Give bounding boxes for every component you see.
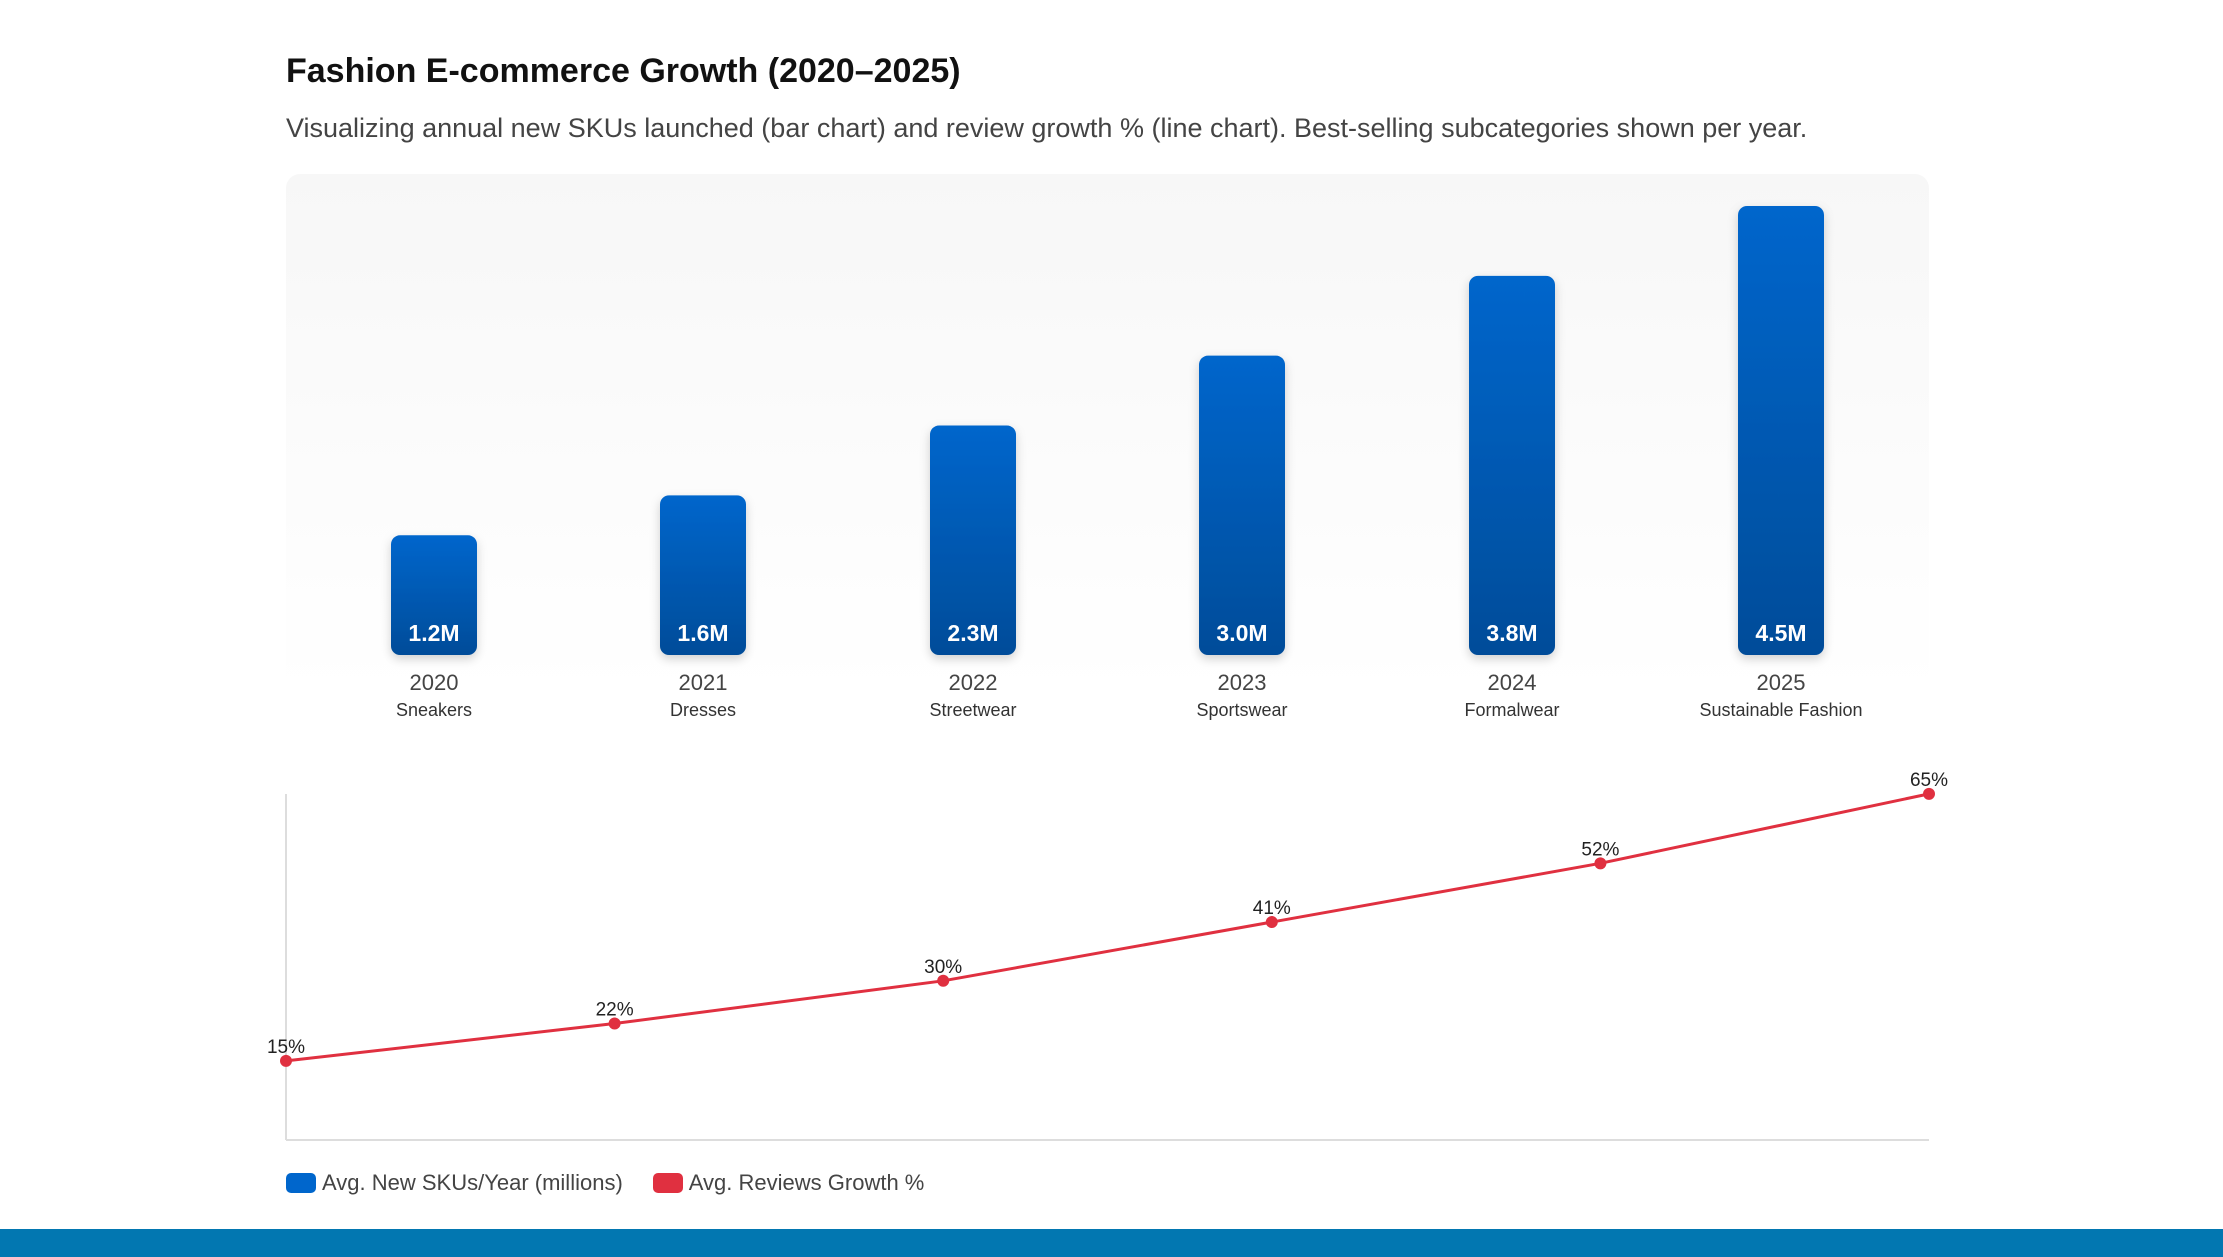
line-value-label: 65% [1910,770,1948,791]
line-point-2024 [1594,857,1607,870]
subcategory-label: Dresses [670,700,736,720]
legend-label: Avg. New SKUs/Year (millions) [322,1170,623,1195]
bar-2025 [1738,206,1824,655]
x-tick-label: 2024 [1488,670,1537,695]
bar-value-label: 2.3M [947,620,998,646]
bar-series: 1.2M 2020 Sneakers 1.6M 2021 Dresses 2.3M 2022 S… [391,206,1863,720]
x-tick-label: 2023 [1218,670,1267,695]
subcategory-label: Sustainable Fashion [1699,700,1862,720]
line-value-label: 41% [1253,898,1291,919]
subcategory-label: Sportswear [1196,700,1287,720]
line-path [285,792,1930,1063]
legend-swatch-red [652,1173,683,1193]
line-point-2020 [280,1054,292,1067]
line-value-label: 30% [924,957,962,978]
footer-bar [0,1229,2223,1257]
line-point-2021 [608,1017,621,1030]
x-tick-label: 2021 [679,670,728,695]
line-value-label: 22% [596,1000,634,1021]
bar-value-label: 4.5M [1755,620,1806,646]
bar-2021 [660,495,746,655]
legend-item-reviews[interactable]: Avg. Reviews Growth % [652,1170,925,1196]
bar-2023 [1199,355,1285,655]
bar-value-label: 3.8M [1486,620,1537,646]
legend-swatch-blue [286,1173,316,1193]
bar-2022 [930,425,1016,655]
x-tick-label: 2020 [410,670,459,695]
line-point-2025 [1923,787,1935,800]
legend-item-skus[interactable]: Avg. New SKUs/Year (millions) [286,1170,623,1196]
bar-value-label: 1.2M [408,620,459,646]
line-series: 15% 22% 30% 41% 52% 65% [267,770,1948,1141]
chart-subtitle: Visualizing annual new SKUs launched (ba… [286,113,1808,143]
line-point-2023 [1265,916,1278,929]
subcategory-label: Formalwear [1464,700,1559,720]
line-value-label: 15% [267,1037,305,1058]
legend-label: Avg. Reviews Growth % [688,1170,925,1195]
line-point-2022 [937,974,950,987]
subcategory-label: Streetwear [929,700,1016,720]
subcategory-label: Sneakers [396,700,472,720]
chart-title: Fashion E-commerce Growth (2020–2025) [286,52,961,90]
bar-2024 [1469,275,1555,655]
legend: Avg. New SKUs/Year (millions) Avg. Revie… [286,1170,924,1196]
bar-value-label: 1.6M [677,620,728,646]
x-tick-label: 2025 [1757,670,1806,695]
x-tick-label: 2022 [949,670,998,695]
bar-value-label: 3.0M [1216,620,1267,646]
bar-2020 [391,535,477,655]
bar-chart-panel [286,174,1929,695]
line-value-label: 52% [1581,839,1619,860]
